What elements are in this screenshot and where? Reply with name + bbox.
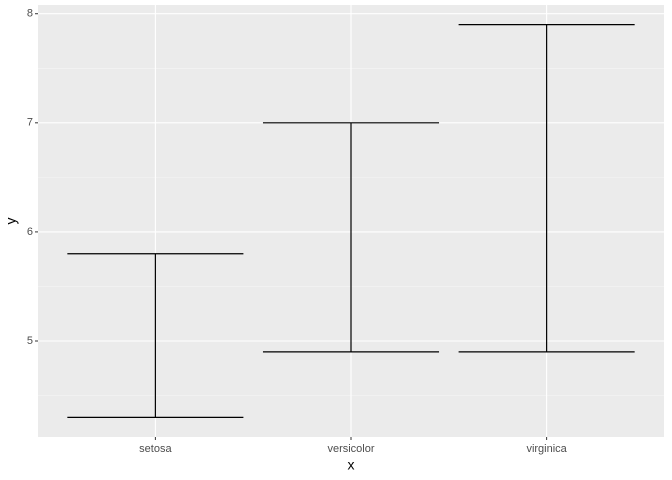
x-tick-label: virginica (526, 443, 567, 455)
y-axis-title: y (3, 218, 19, 225)
y-tick-label: 7 (27, 117, 33, 129)
y-tick-label: 8 (27, 8, 33, 20)
x-tick-label: versicolor (327, 443, 374, 455)
y-tick-label: 5 (27, 335, 33, 347)
y-tick-label: 6 (27, 226, 33, 238)
x-axis-title: x (348, 457, 355, 473)
x-tick-label: setosa (139, 443, 172, 455)
